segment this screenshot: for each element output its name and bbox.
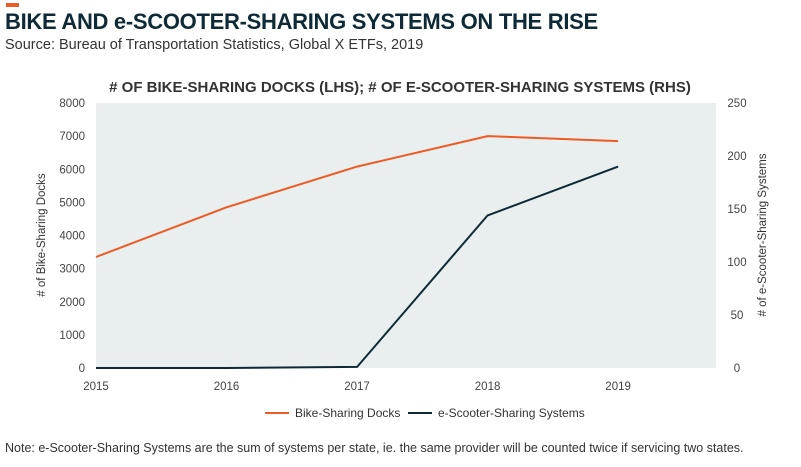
line-chart: # OF BIKE-SHARING DOCKS (LHS); # OF E-SC…: [36, 79, 769, 420]
left-tick-label: 3000: [59, 264, 85, 276]
legend-label: Bike-Sharing Docks: [295, 406, 400, 420]
left-tick-label: 5000: [59, 197, 85, 209]
footnote: Note: e-Scooter-Sharing Systems are the …: [5, 441, 744, 455]
page-title: BIKE AND e-SCOOTER-SHARING SYSTEMS ON TH…: [5, 9, 598, 34]
left-tick-label: 0: [79, 363, 85, 375]
x-tick-label: 2016: [214, 381, 240, 393]
series-line-bike-sharing-docks: [95, 135, 619, 258]
x-tick-label: 2019: [605, 381, 631, 393]
x-tick-label: 2017: [344, 381, 370, 393]
title-accent-bar: [6, 3, 19, 7]
chart-title: # OF BIKE-SHARING DOCKS (LHS); # OF E-SC…: [109, 79, 691, 96]
left-tick-label: 4000: [59, 231, 85, 243]
series-line-e-scooter-sharing-systems: [96, 165, 619, 369]
right-tick-label: 200: [727, 151, 746, 163]
x-tick-label: 2018: [475, 381, 501, 393]
x-tick-label: 2015: [83, 381, 109, 393]
source-subtitle: Source: Bureau of Transportation Statist…: [5, 37, 424, 53]
legend-label: e-Scooter-Sharing Systems: [438, 406, 585, 420]
left-axis-label: # of Bike-Sharing Docks: [36, 173, 48, 297]
right-tick-label: 250: [727, 98, 746, 110]
right-tick-label: 100: [727, 257, 746, 269]
left-tick-label: 2000: [59, 297, 85, 309]
left-tick-label: 1000: [59, 330, 85, 342]
right-tick-label: 0: [734, 363, 740, 375]
plot-area: [96, 103, 716, 368]
left-tick-label: 6000: [59, 164, 85, 176]
right-tick-label: 50: [731, 310, 744, 322]
right-axis-label: # of e-Scooter-Sharing Systems: [757, 153, 769, 316]
left-tick-label: 7000: [59, 131, 85, 143]
right-tick-label: 150: [727, 204, 746, 216]
left-tick-label: 8000: [59, 98, 85, 110]
